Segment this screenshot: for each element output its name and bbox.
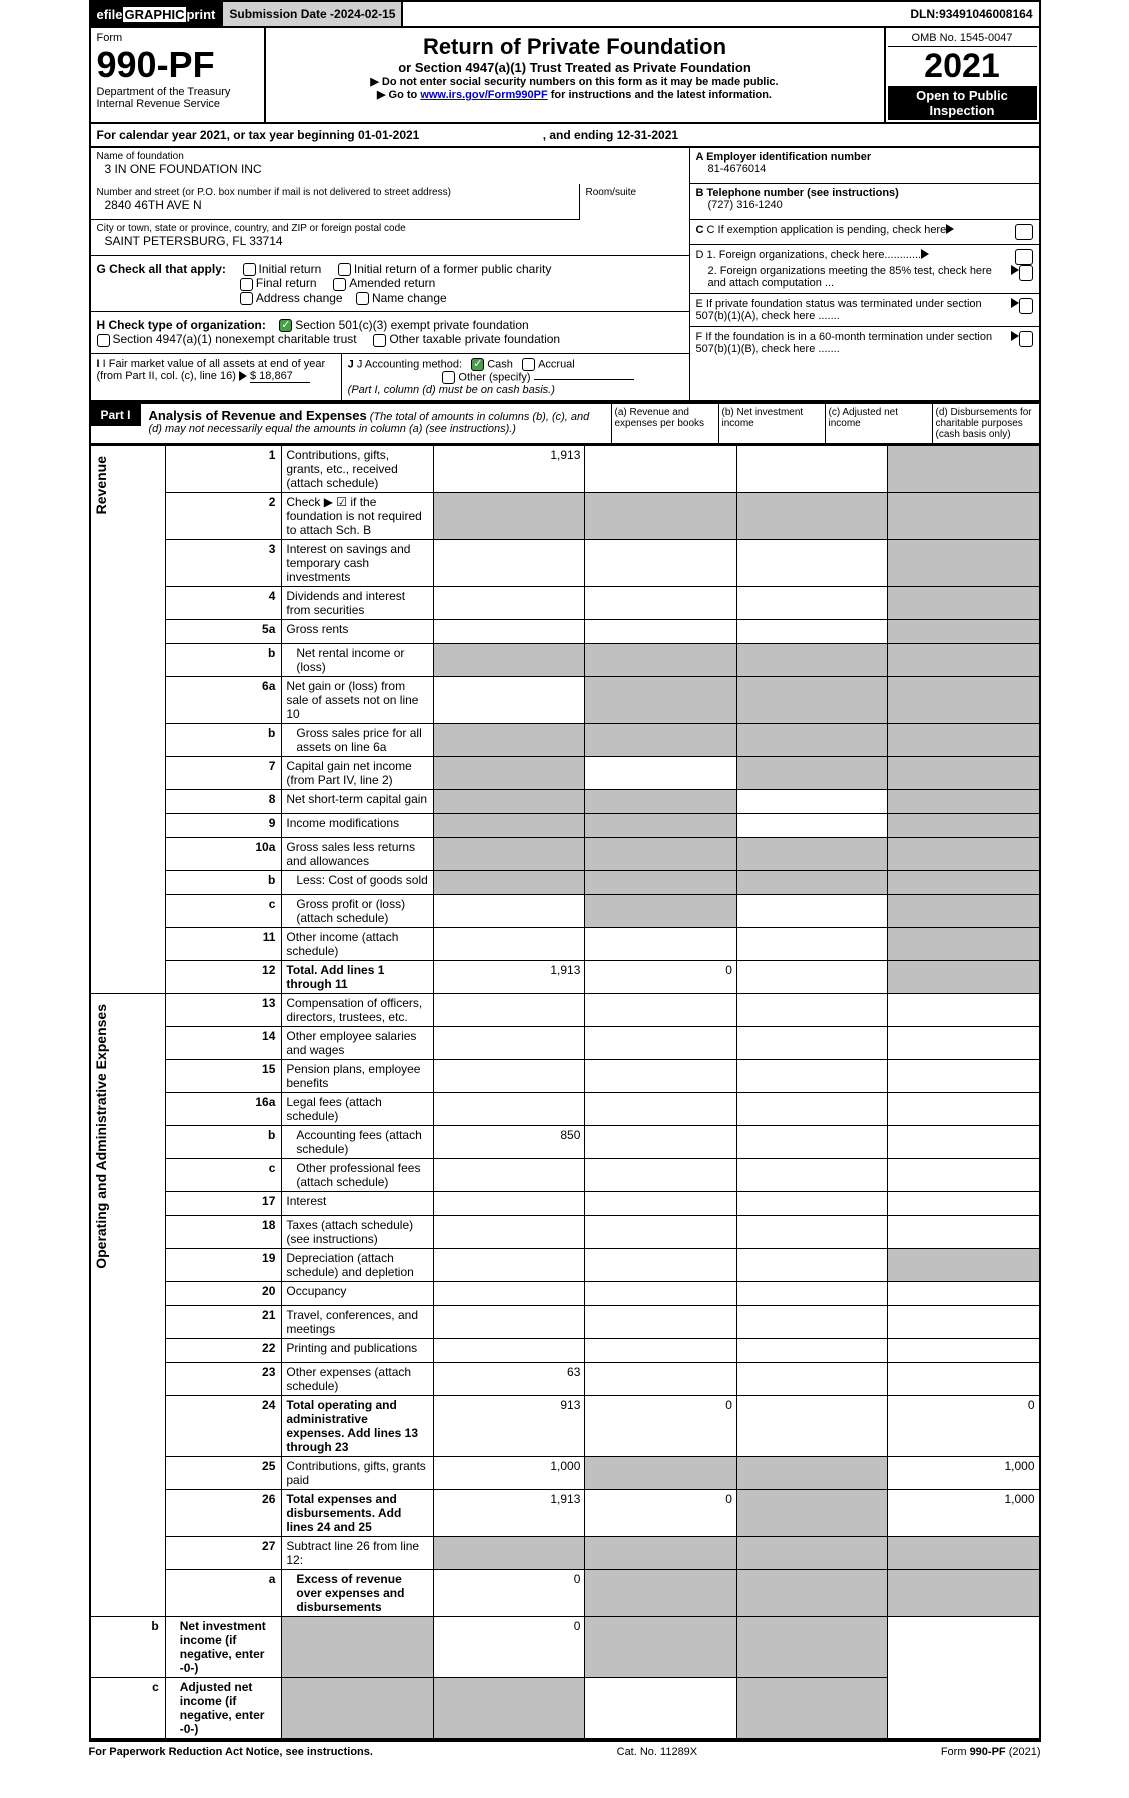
ein-value: 81-4676014 xyxy=(696,163,767,175)
other-method-check[interactable] xyxy=(442,371,455,384)
dln: DLN: 93491046008164 xyxy=(904,2,1038,26)
fmv-value: $ 18,867 xyxy=(250,370,310,383)
accrual-check[interactable] xyxy=(522,358,535,371)
form-title-block: Return of Private Foundation or Section … xyxy=(266,28,884,122)
dept-treasury: Department of the Treasury xyxy=(97,86,258,98)
c-check[interactable] xyxy=(1015,224,1033,240)
col-b-header: (b) Net investment income xyxy=(718,404,825,443)
part1-header: Part I Analysis of Revenue and Expenses … xyxy=(89,402,1041,445)
d2-check[interactable] xyxy=(1019,265,1033,281)
ein-label: A Employer identification number xyxy=(696,151,872,163)
form-number: 990-PF xyxy=(97,44,258,86)
name-label: Name of foundation xyxy=(97,151,683,162)
4947-check[interactable] xyxy=(97,334,110,347)
omb-number: OMB No. 1545-0047 xyxy=(888,30,1037,47)
city-label: City or town, state or province, country… xyxy=(97,223,683,234)
form-number-block: Form 990-PF Department of the Treasury I… xyxy=(91,28,266,122)
form-subtitle: or Section 4947(a)(1) Trust Treated as P… xyxy=(272,60,878,75)
initial-former-check[interactable] xyxy=(338,263,351,276)
phone-label: B Telephone number (see instructions) xyxy=(696,187,899,199)
efile-badge: efile GRAPHIC print xyxy=(91,2,224,26)
entity-info: Name of foundation 3 IN ONE FOUNDATION I… xyxy=(89,148,1041,402)
top-bar: efile GRAPHIC print Submission Date - 20… xyxy=(89,0,1041,28)
form-header: Form 990-PF Department of the Treasury I… xyxy=(89,28,1041,124)
form-ref: Form 990-PF (2021) xyxy=(941,1746,1041,1758)
dept-irs: Internal Revenue Service xyxy=(97,98,258,110)
section-ij: I I Fair market value of all assets at e… xyxy=(91,354,689,400)
part1-badge: Part I xyxy=(91,404,141,426)
link-note: ▶ Go to www.irs.gov/Form990PF for instru… xyxy=(272,88,878,101)
form-title: Return of Private Foundation xyxy=(272,34,878,60)
e-check[interactable] xyxy=(1019,298,1033,314)
col-d-header: (d) Disbursements for charitable purpose… xyxy=(932,404,1039,443)
foundation-city: SAINT PETERSBURG, FL 33714 xyxy=(97,234,683,248)
section-g: G Check all that apply: Initial return I… xyxy=(91,256,689,312)
col-a-header: (a) Revenue and expenses per books xyxy=(611,404,718,443)
cat-no: Cat. No. 11289X xyxy=(617,1746,698,1758)
calendar-year-row: For calendar year 2021, or tax year begi… xyxy=(89,124,1041,148)
foundation-address: 2840 46TH AVE N xyxy=(97,198,573,212)
section-h: H Check type of organization: Section 50… xyxy=(91,312,689,354)
final-return-check[interactable] xyxy=(240,278,253,291)
col-c-header: (c) Adjusted net income xyxy=(825,404,932,443)
501c3-check[interactable] xyxy=(279,319,292,332)
tax-year: 2021 xyxy=(888,47,1037,86)
irs-link[interactable]: www.irs.gov/Form990PF xyxy=(420,89,547,101)
submission-date: Submission Date - 2024-02-15 xyxy=(223,2,403,26)
page-footer: For Paperwork Reduction Act Notice, see … xyxy=(89,1740,1041,1762)
other-taxable-check[interactable] xyxy=(373,334,386,347)
room-label: Room/suite xyxy=(586,187,683,198)
form-page: efile GRAPHIC print Submission Date - 20… xyxy=(89,0,1041,1762)
public-inspection: Open to Public Inspection xyxy=(888,86,1037,120)
addr-label: Number and street (or P.O. box number if… xyxy=(97,187,573,198)
foundation-name: 3 IN ONE FOUNDATION INC xyxy=(97,162,683,176)
form-label: Form xyxy=(97,32,258,44)
f-check[interactable] xyxy=(1019,331,1032,347)
year-block: OMB No. 1545-0047 2021 Open to Public In… xyxy=(884,28,1039,122)
addr-change-check[interactable] xyxy=(240,292,253,305)
ssn-note: ▶ Do not enter social security numbers o… xyxy=(272,75,878,88)
paperwork-notice: For Paperwork Reduction Act Notice, see … xyxy=(89,1746,373,1758)
amended-check[interactable] xyxy=(333,278,346,291)
initial-return-check[interactable] xyxy=(243,263,256,276)
phone-value: (727) 316-1240 xyxy=(696,199,783,211)
cash-check[interactable] xyxy=(471,358,484,371)
d1-check[interactable] xyxy=(1015,249,1033,265)
part1-table: Revenue1Contributions, gifts, grants, et… xyxy=(89,445,1041,1740)
name-change-check[interactable] xyxy=(356,292,369,305)
